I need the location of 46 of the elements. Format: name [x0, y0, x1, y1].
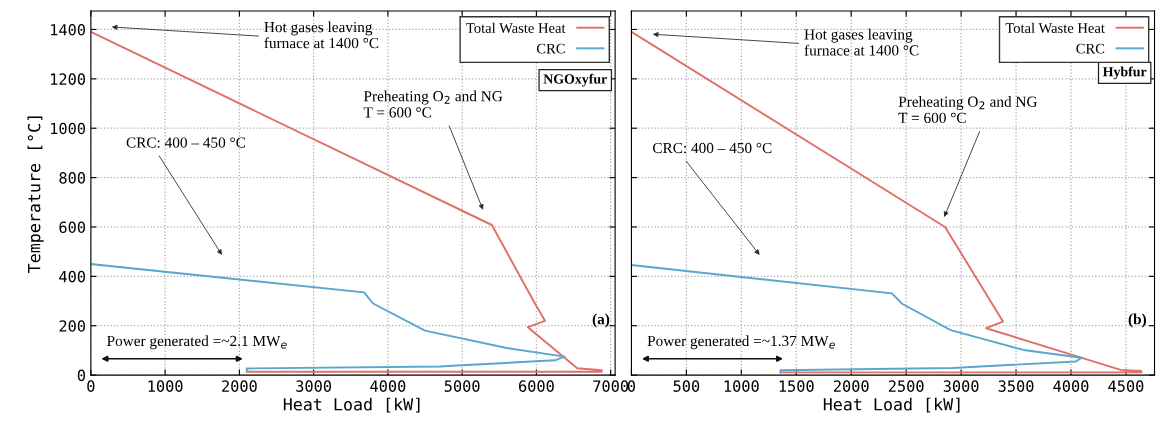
x-tick-label: 3500 [998, 380, 1034, 392]
annotation: (b) [1128, 313, 1146, 328]
x-axis-title: Heat Load [kW] [283, 397, 420, 413]
line-series [90, 263, 566, 372]
annotation: Hot gases leaving furnace at 1400 °C [804, 28, 919, 56]
y-tick-label: 1200 [51, 73, 86, 85]
x-tick-label: 4500 [1108, 380, 1144, 392]
annotation: (a) [592, 313, 610, 328]
y-tick-label: 600 [59, 221, 86, 234]
x-tick-label: 4000 [370, 380, 406, 392]
legend-label: CRC [536, 43, 565, 54]
legend-label: Total Waste Heat [1005, 22, 1105, 34]
x-tick-label: 500 [673, 380, 700, 392]
y-axis-title: Temperature [°C] [27, 116, 44, 273]
x-tick-label: 1000 [148, 380, 183, 392]
x-tick-label: 7000 [593, 380, 629, 392]
x-tick-label: 1500 [779, 380, 814, 392]
legend-label: Total Waste Heat [466, 22, 566, 34]
annotation: NGOxyfur [543, 73, 607, 87]
x-axis-title: Heat Load [kW] [823, 397, 960, 413]
x-tick-label: 2000 [833, 380, 869, 392]
x-tick-label: 5000 [444, 380, 480, 392]
x-tick-label: 2000 [222, 380, 257, 392]
x-tick-label: 4000 [1053, 380, 1089, 392]
text: Preheating O$_{2}$ and NG T = 600 °C [898, 96, 1038, 123]
y-tick-label: 200 [59, 320, 86, 332]
y-tick-label: 0 [77, 369, 86, 382]
annotation: Hot gases leaving furnace at 1400 °C [264, 21, 379, 49]
annotation: Hybfur [1102, 66, 1147, 80]
x-tick-label: 3000 [296, 380, 332, 392]
y-tick-label: 1400 [51, 23, 86, 36]
annotation: CRC: 400 – 450 °C [126, 137, 246, 148]
x-tick-label: 0 [87, 380, 95, 392]
text: Preheating O$_{2}$ and NG T = 600 °C [363, 90, 503, 118]
annotation: Power generated =~2.1 MW$_{e}$ [107, 335, 287, 350]
x-tick-label: 6000 [519, 380, 554, 392]
annotation: Power generated =~1.37 MW$_{e}$ [647, 335, 835, 350]
x-tick-label: 1000 [724, 380, 759, 392]
y-tick-label: 1000 [51, 122, 86, 135]
y-tick-label: 400 [59, 270, 86, 283]
x-tick-label: 0 [627, 380, 636, 392]
x-tick-label: 3000 [943, 380, 979, 392]
legend-label: CRC [1076, 43, 1105, 54]
y-tick-label: 800 [59, 172, 86, 184]
x-tick-label: 2500 [888, 380, 924, 392]
annotation: CRC: 400 – 450 °C [652, 142, 772, 154]
